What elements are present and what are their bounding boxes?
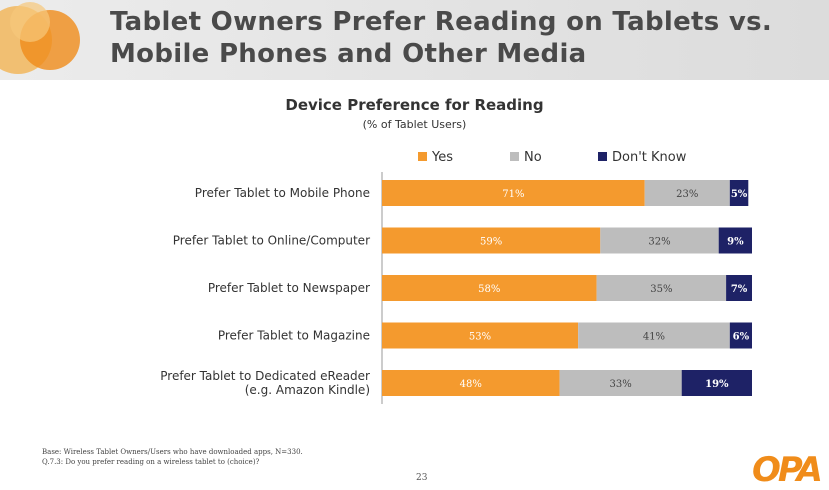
legend-swatch-no (510, 152, 519, 161)
slide-title-line-2: Mobile Phones and Other Media (110, 39, 587, 69)
bar-no-row-5 (559, 370, 682, 396)
footnote-base: Base: Wireless Tablet Owners/Users who h… (42, 448, 303, 456)
opa-logo: OPA (751, 450, 823, 490)
data-label-yes-row-5: 48% (460, 379, 482, 390)
decorative-circles-logo (0, 2, 80, 74)
bar-don-t-know-row-5 (681, 370, 752, 396)
footnote: Base: Wireless Tablet Owners/Users who h… (42, 447, 303, 467)
data-label-don-t-know-row-2: 9% (727, 237, 744, 248)
bar-yes-row-5 (382, 370, 560, 396)
slide-title-line-1: Tablet Owners Prefer Reading on Tablets … (110, 7, 773, 37)
bar-don-t-know-row-3 (726, 275, 752, 301)
legend-label-don-t-know: Don't Know (612, 150, 687, 165)
bar-don-t-know-row-4 (729, 322, 752, 349)
bar-no-row-2 (600, 227, 719, 254)
bar-yes-row-1 (382, 180, 645, 206)
data-label-yes-row-4: 53% (469, 332, 491, 343)
chart-title: Device Preference for Reading (285, 96, 544, 114)
bar-no-row-1 (644, 180, 730, 206)
chart-subtitle: (% of Tablet Users) (362, 118, 467, 131)
bar-no-row-4 (578, 322, 730, 349)
category-label-5-line-2: (e.g. Amazon Kindle) (245, 383, 370, 397)
stacked-bar-chart: Yes No Don't Know Prefer Tablet to Mobile P… (160, 150, 752, 404)
category-label-5-line-1: Prefer Tablet to Dedicated eReader (160, 369, 370, 383)
data-label-no-row-4: 41% (643, 332, 665, 343)
category-label-1: Prefer Tablet to Mobile Phone (195, 186, 370, 200)
legend-swatch-don-t-know (598, 152, 607, 161)
footnote-question: Q.7.3: Do you prefer reading on a wirele… (42, 458, 260, 466)
data-label-don-t-know-row-3: 7% (731, 284, 748, 295)
data-label-don-t-know-row-5: 19% (705, 379, 729, 390)
bar-yes-row-2 (382, 227, 601, 254)
legend-label-no: No (524, 150, 542, 165)
slide-header: Tablet Owners Prefer Reading on Tablets … (0, 0, 829, 80)
data-label-no-row-1: 23% (676, 189, 698, 200)
page-number: 23 (416, 473, 428, 483)
data-label-yes-row-3: 58% (478, 284, 500, 295)
data-label-don-t-know-row-1: 5% (731, 189, 748, 200)
bar-yes-row-4 (382, 322, 579, 349)
data-label-don-t-know-row-4: 6% (733, 332, 750, 343)
data-label-yes-row-2: 59% (480, 237, 502, 248)
slide-title: Tablet Owners Prefer Reading on Tablets … (110, 6, 820, 70)
category-label-3: Prefer Tablet to Newspaper (208, 281, 370, 295)
data-label-no-row-5: 33% (610, 379, 632, 390)
bar-no-row-3 (596, 275, 727, 301)
data-label-no-row-2: 32% (648, 237, 670, 248)
legend-swatch-yes (418, 152, 427, 161)
data-label-no-row-3: 35% (650, 284, 672, 295)
data-label-yes-row-1: 71% (502, 189, 524, 200)
bar-don-t-know-row-2 (718, 227, 752, 254)
category-label-2: Prefer Tablet to Online/Computer (173, 234, 370, 248)
category-label-4: Prefer Tablet to Magazine (218, 329, 370, 343)
legend-label-yes: Yes (431, 150, 453, 165)
bar-don-t-know-row-1 (729, 180, 749, 206)
bar-yes-row-3 (382, 275, 597, 301)
